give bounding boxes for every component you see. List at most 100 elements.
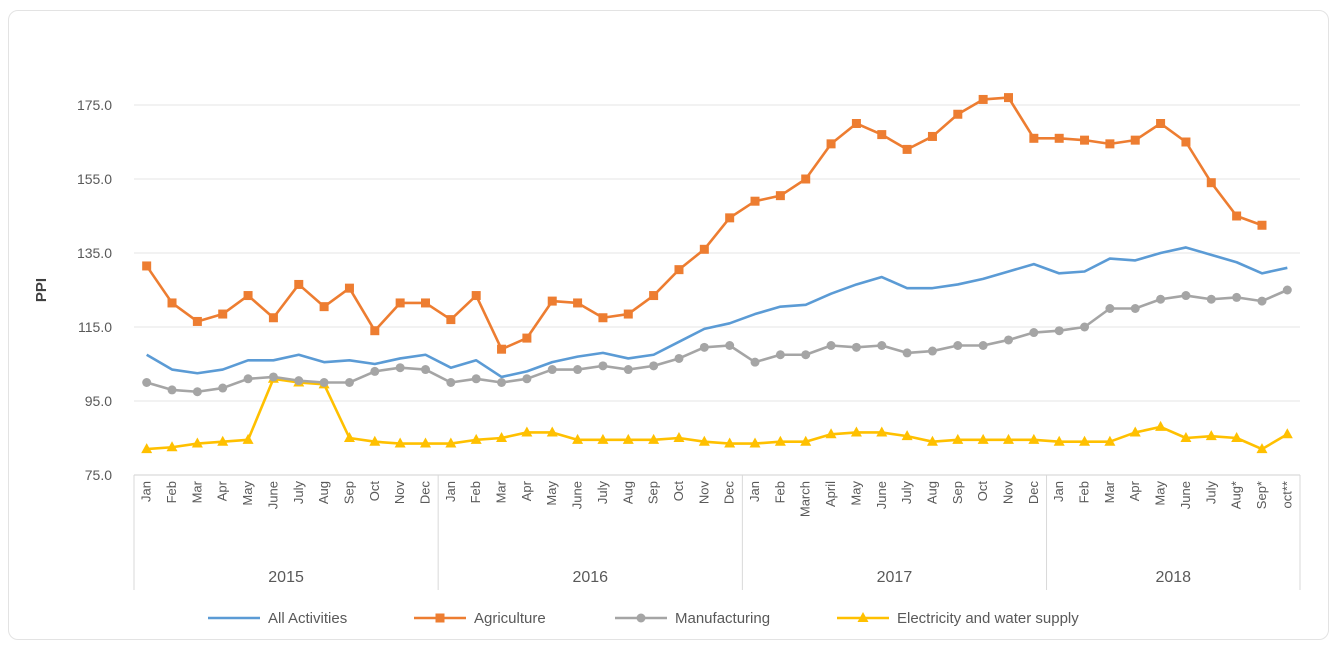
data-point (421, 365, 430, 375)
data-point (217, 435, 229, 446)
data-point (369, 435, 381, 446)
data-point (167, 298, 177, 308)
x-tick-label: July (899, 481, 914, 505)
x-tick-label: Aug (620, 481, 635, 504)
data-point (1231, 432, 1243, 442)
data-point (319, 378, 329, 387)
data-point (725, 213, 735, 223)
data-point (370, 366, 380, 376)
data-point (1105, 139, 1115, 149)
x-tick-label: June (265, 481, 280, 509)
x-tick-label: July (1203, 481, 1218, 505)
data-point (1028, 433, 1040, 444)
axis-layer (133, 474, 1301, 590)
chart-card (8, 10, 1329, 640)
x-tick-label: Aug (924, 481, 939, 504)
series-line (146, 377, 1288, 451)
data-point (1104, 435, 1116, 446)
x-tick-label: Dec (418, 481, 433, 505)
data-point (445, 437, 457, 448)
data-point (851, 119, 861, 128)
label-layer: 75.0 95.0 115.0 135.0 155.0 175.0 2015 2016 2017… (77, 97, 1294, 586)
legend-item: Electricity and water supply (837, 610, 1079, 627)
x-tick-label: Jan (443, 481, 458, 502)
data-point (344, 378, 354, 387)
data-point (927, 131, 937, 141)
data-point (522, 374, 532, 384)
data-point (573, 298, 583, 308)
x-tick-label: Apr (1127, 480, 1142, 501)
x-tick-label: Oct (975, 481, 990, 502)
series-electricity-and-water-supply (141, 372, 1293, 454)
x-tick-label: Apr (519, 480, 534, 501)
data-point (1180, 432, 1192, 442)
x-tick-label: Mar (189, 480, 204, 503)
data-point (926, 435, 938, 446)
data-point (901, 430, 913, 441)
data-point (471, 374, 481, 384)
data-point (850, 426, 862, 437)
data-point (1029, 133, 1039, 143)
year-label: 2017 (877, 569, 913, 586)
x-tick-label: Oct (671, 481, 686, 502)
data-point (1130, 304, 1140, 313)
data-point (166, 441, 178, 452)
y-tick-label: 135.0 (77, 245, 112, 261)
data-point (826, 139, 836, 149)
x-tick-label: May (240, 481, 255, 506)
data-point (294, 279, 304, 289)
data-point (725, 341, 735, 350)
data-point (1282, 285, 1292, 295)
x-tick-label: April (823, 481, 838, 507)
data-point (927, 346, 937, 356)
x-tick-label: Mar (1102, 480, 1117, 503)
x-tick-label: Sep (341, 481, 356, 504)
data-point (142, 261, 152, 271)
data-point (1105, 304, 1115, 313)
data-point (877, 341, 887, 350)
data-point (1181, 137, 1191, 147)
data-point (876, 426, 888, 437)
data-point (218, 309, 228, 319)
data-point (800, 435, 812, 446)
legend-label: Manufacturing (675, 610, 770, 627)
data-point (1281, 428, 1293, 439)
x-tick-label: Aug (316, 481, 331, 504)
grid-layer (134, 104, 1300, 476)
data-point (1129, 426, 1141, 437)
data-point (978, 94, 988, 104)
x-tick-label: Nov (696, 481, 711, 505)
year-label: 2018 (1155, 569, 1191, 586)
data-point (598, 313, 608, 323)
x-tick-label: Jan (139, 481, 154, 502)
data-point (243, 374, 253, 384)
data-point (395, 363, 405, 373)
data-point (801, 174, 811, 184)
data-point (572, 433, 584, 444)
data-point (243, 291, 253, 301)
x-tick-label: Feb (1077, 481, 1092, 503)
series-line (146, 246, 1288, 379)
y-tick-label: 95.0 (85, 393, 112, 409)
data-point (1206, 178, 1216, 188)
data-point (192, 316, 202, 326)
data-point (801, 350, 811, 360)
x-tick-label: Jan (1051, 481, 1066, 502)
data-point (826, 341, 836, 350)
data-point (825, 428, 837, 439)
data-point (268, 313, 278, 323)
x-tick-label: oct** (1279, 481, 1294, 508)
data-point (673, 432, 685, 442)
y-tick-label: 75.0 (85, 467, 112, 483)
x-tick-label: Sep* (1254, 481, 1269, 509)
data-point (750, 196, 760, 206)
x-tick-label: Jan (747, 481, 762, 502)
y-tick-label: 155.0 (77, 171, 112, 187)
data-point (142, 378, 152, 387)
x-tick-label: Feb (772, 481, 787, 503)
data-point (547, 296, 557, 306)
data-point (857, 612, 869, 622)
data-point (242, 433, 254, 444)
data-point (370, 326, 380, 336)
series-line (145, 96, 1263, 351)
